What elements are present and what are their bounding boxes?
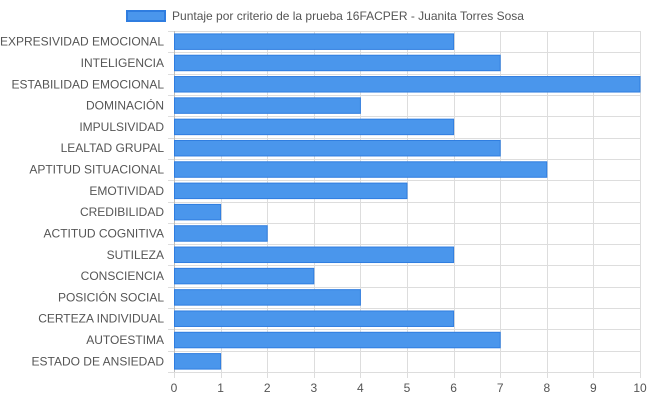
- bar: [174, 331, 501, 349]
- bar: [174, 33, 455, 50]
- bar: [174, 353, 222, 370]
- x-tick-label: 5: [404, 381, 411, 395]
- category-label: POSICIÓN SOCIAL: [58, 289, 164, 304]
- x-tick-label: 9: [590, 381, 597, 395]
- bar: [174, 139, 501, 157]
- legend-label: Puntaje por criterio de la prueba 16FACP…: [172, 9, 524, 23]
- bar: [174, 118, 455, 136]
- x-tick-label: 10: [633, 381, 647, 395]
- bar: [174, 54, 501, 72]
- bar: [174, 310, 455, 327]
- x-tick-label: 7: [497, 381, 504, 395]
- bar: [174, 267, 315, 285]
- x-tick-label: 4: [357, 381, 364, 395]
- bar: [174, 225, 268, 242]
- bar: [174, 182, 408, 200]
- legend-swatch: [126, 10, 167, 22]
- category-label: EXPRESIVIDAD EMOCIONAL: [0, 35, 164, 49]
- bar: [174, 161, 548, 178]
- category-label: ESTADO DE ANSIEDAD: [32, 354, 165, 368]
- bar: [174, 246, 455, 264]
- category-label: SUTILEZA: [107, 248, 164, 262]
- category-label: IMPULSIVIDAD: [79, 120, 164, 134]
- bar: [174, 76, 641, 93]
- bar: [174, 289, 361, 306]
- category-label: APTITUD SITUACIONAL: [29, 163, 164, 177]
- x-tick-label: 1: [217, 381, 224, 395]
- x-tick-label: 2: [264, 381, 271, 395]
- bar: [174, 203, 222, 221]
- category-label: ACTITUD COGNITIVA: [44, 226, 164, 240]
- x-tick-label: 0: [171, 381, 178, 395]
- x-tick-label: 6: [450, 381, 457, 395]
- bar: [174, 97, 361, 114]
- x-tick-label: 8: [543, 381, 550, 395]
- x-tick-label: 3: [310, 381, 317, 395]
- category-label: CERTEZA INDIVIDUAL: [38, 312, 164, 326]
- category-label: LEALTAD GRUPAL: [61, 141, 165, 155]
- legend[interactable]: Puntaje por criterio de la prueba 16FACP…: [0, 6, 650, 26]
- category-label: CREDIBILIDAD: [80, 205, 164, 219]
- category-label: INTELIGENCIA: [81, 56, 164, 70]
- category-label: DOMINACIÓN: [86, 98, 164, 113]
- category-label: EMOTIVIDAD: [89, 184, 164, 198]
- category-label: ESTABILIDAD EMOCIONAL: [12, 77, 165, 91]
- category-label: CONSCIENCIA: [81, 269, 164, 283]
- category-label: AUTOESTIMA: [86, 333, 164, 347]
